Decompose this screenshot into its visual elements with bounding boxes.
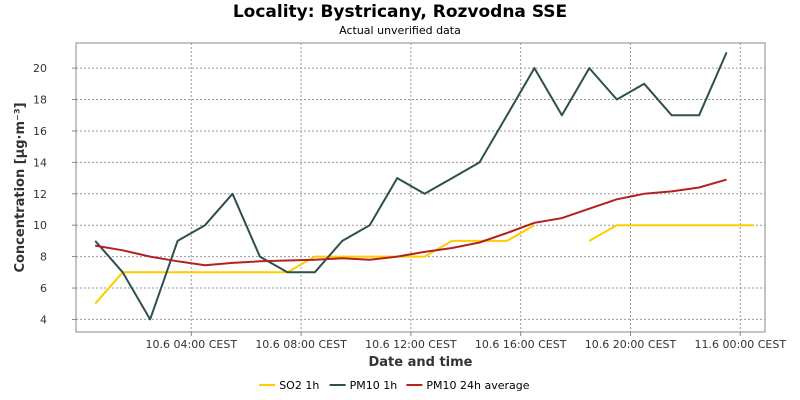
x-tick-label: 10.6 12:00 CEST	[365, 338, 457, 351]
chart-title: Locality: Bystricany, Rozvodna SSE	[232, 2, 568, 22]
series-line-pm10-24h-average	[95, 178, 727, 267]
y-tick-label: 8	[40, 251, 47, 264]
legend-label: PM10 24h average	[426, 379, 529, 392]
legend-label: PM10 1h	[350, 379, 398, 392]
x-tick-label: 10.6 16:00 CEST	[475, 338, 567, 351]
legend-label: SO2 1h	[279, 379, 319, 392]
y-tick-label: 4	[40, 313, 47, 326]
series-lines	[94, 51, 754, 321]
grid-lines	[76, 43, 765, 332]
x-tick-label: 10.6 04:00 CEST	[146, 338, 238, 351]
y-axis-title: Concentration [µg·m⁻³]	[13, 102, 28, 272]
y-tick-label: 10	[33, 219, 47, 232]
series-line-pm10-1h	[94, 51, 728, 321]
y-tick-label: 16	[33, 125, 47, 138]
x-tick-label: 10.6 20:00 CEST	[585, 338, 677, 351]
series-line-so2-1h	[94, 224, 754, 305]
y-tick-label: 12	[33, 188, 47, 201]
legend: SO2 1h PM10 1h PM10 24h average	[259, 379, 530, 392]
x-axis-title: Date and time	[368, 355, 472, 370]
y-tick-label: 20	[33, 62, 47, 75]
chart-subtitle: Actual unverified data	[339, 24, 461, 37]
y-tick-label: 18	[33, 94, 47, 107]
axes: 10.6 04:00 CEST 10.6 08:00 CEST 10.6 12:00…	[33, 62, 786, 351]
plot-area-frame	[75, 42, 766, 333]
y-tick-label: 14	[33, 156, 47, 169]
y-tick-label: 6	[40, 282, 47, 295]
x-tick-label: 11.6 00:00 CEST	[695, 338, 787, 351]
x-tick-label: 10.6 08:00 CEST	[255, 338, 347, 351]
